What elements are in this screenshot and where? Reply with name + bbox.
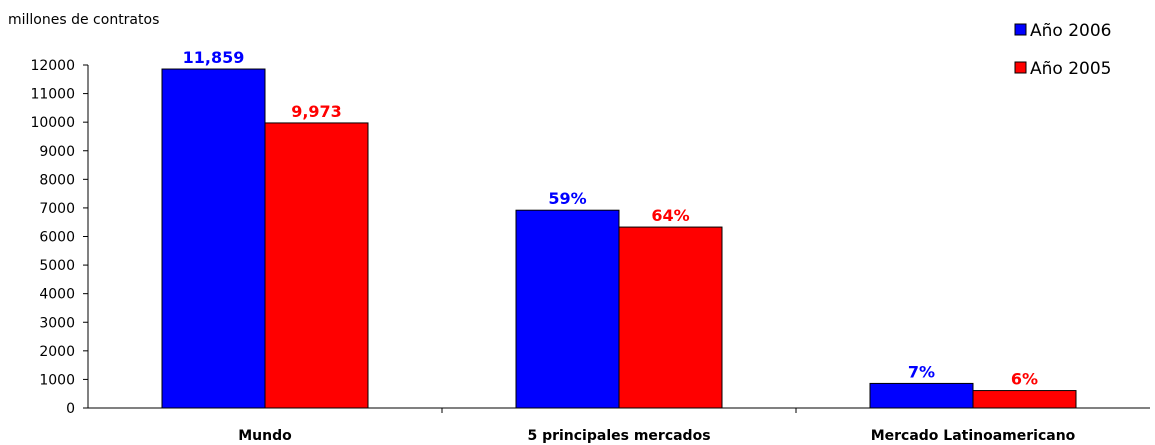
data-labels: 11,859 9,973 59% 64% 7% 6% bbox=[183, 48, 1038, 389]
y-tick-label: 1000 bbox=[39, 372, 75, 388]
legend-entry: Año 2006 bbox=[1030, 21, 1111, 41]
bar bbox=[869, 382, 974, 409]
y-tick-label: 5000 bbox=[39, 258, 75, 274]
y-axis-ticks: 0 1000 2000 3000 4000 5000 6000 7000 8000 9000 100… bbox=[30, 58, 88, 417]
data-label: 59% bbox=[548, 189, 586, 208]
y-tick-label: 6000 bbox=[39, 230, 75, 246]
x-category-label: Mercado Latinoamericano bbox=[871, 428, 1076, 444]
y-tick-label: 3000 bbox=[39, 315, 75, 331]
legend: Año 2006 Año 2005 bbox=[1014, 21, 1111, 79]
x-category-label: Mundo bbox=[238, 428, 292, 444]
y-tick-label: 7000 bbox=[39, 201, 75, 217]
legend-entry: Año 2005 bbox=[1030, 59, 1111, 79]
bar bbox=[264, 122, 369, 409]
y-tick-label: 12000 bbox=[30, 58, 75, 74]
legend-swatch bbox=[1014, 23, 1027, 36]
y-tick-label: 2000 bbox=[39, 344, 75, 360]
bar bbox=[161, 68, 266, 409]
bar bbox=[972, 390, 1077, 409]
data-label: 64% bbox=[651, 206, 689, 225]
y-tick-label: 0 bbox=[66, 401, 75, 417]
y-tick-label: 10000 bbox=[30, 115, 75, 131]
x-category-label: 5 principales mercados bbox=[527, 428, 710, 444]
data-label: 6% bbox=[1011, 370, 1038, 389]
x-axis-categories: Mundo 5 principales mercados Mercado Latin… bbox=[238, 428, 1075, 444]
y-tick-label: 4000 bbox=[39, 287, 75, 303]
y-tick-label: 8000 bbox=[39, 172, 75, 188]
bars bbox=[161, 68, 1077, 409]
bar bbox=[515, 209, 620, 409]
data-label: 11,859 bbox=[183, 48, 245, 67]
data-label: 9,973 bbox=[291, 102, 342, 121]
y-tick-label: 11000 bbox=[30, 87, 75, 103]
bar bbox=[618, 226, 723, 409]
legend-swatch bbox=[1014, 61, 1027, 74]
y-tick-label: 9000 bbox=[39, 144, 75, 160]
y-axis-label: millones de contratos bbox=[8, 12, 159, 28]
data-label: 7% bbox=[908, 362, 935, 381]
